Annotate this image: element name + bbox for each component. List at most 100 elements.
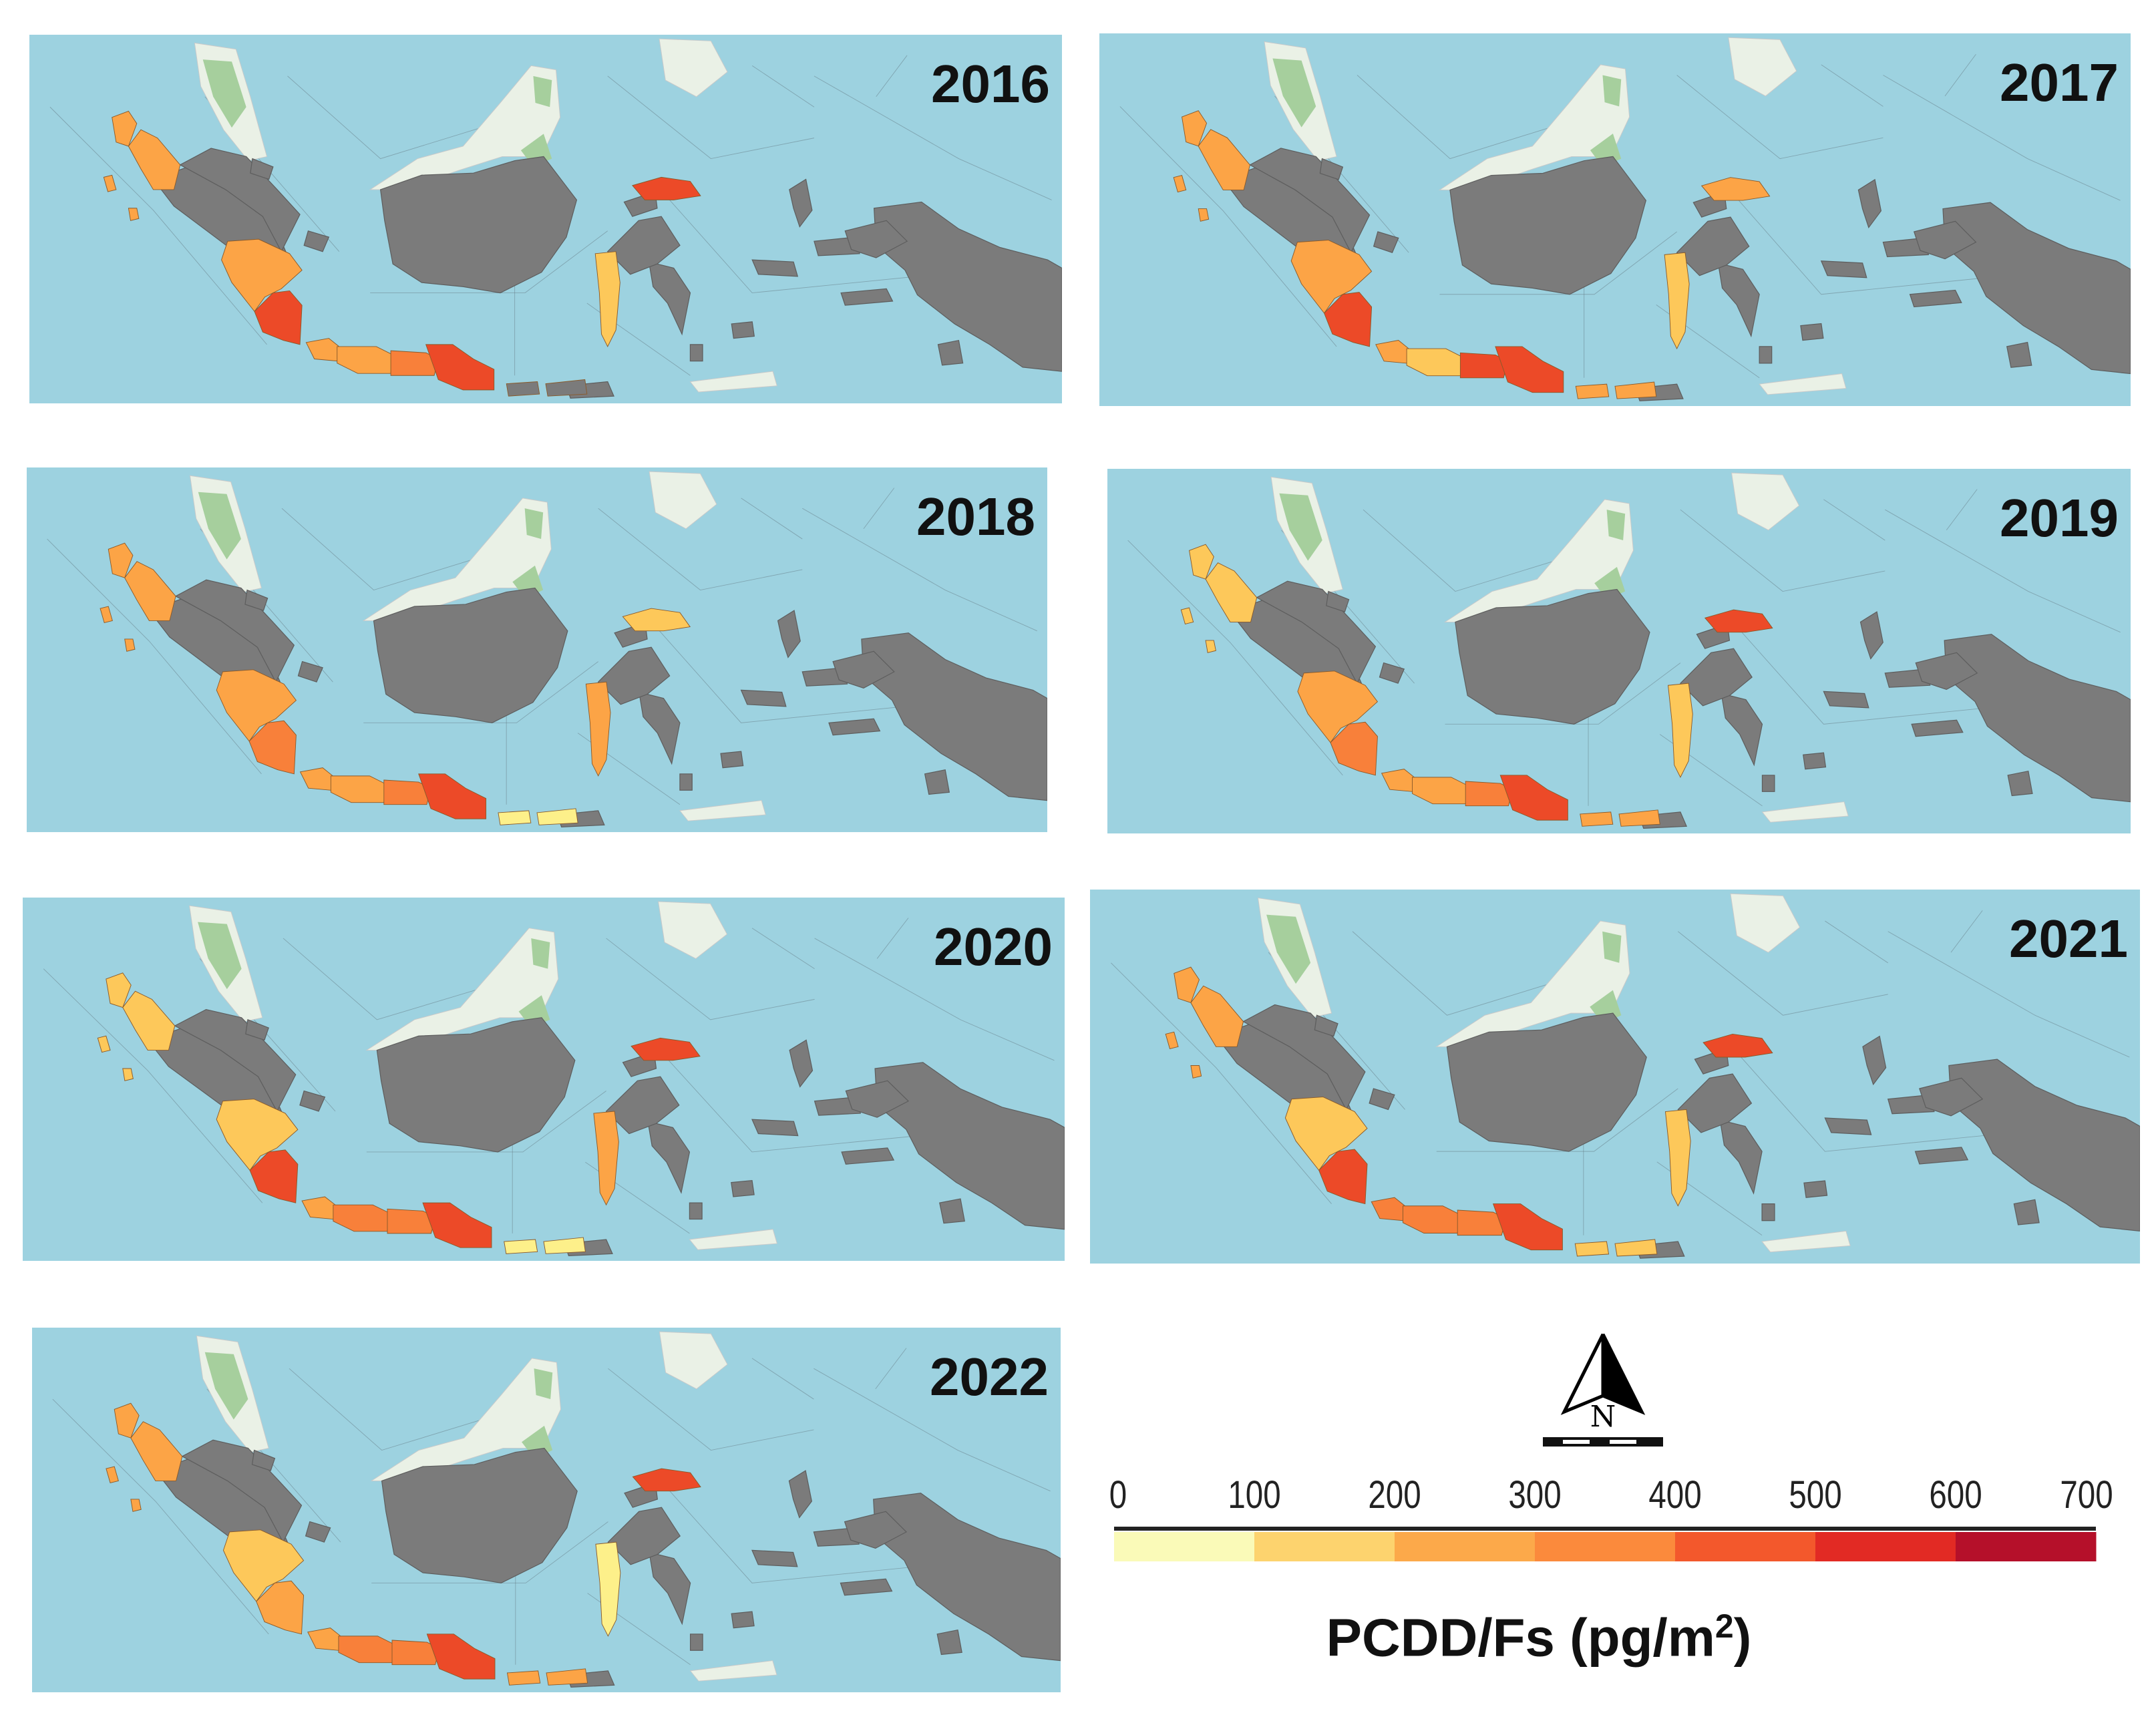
province-aceh xyxy=(106,972,132,1008)
kalimantan xyxy=(1455,588,1650,725)
sulawesi-central xyxy=(1676,216,1750,276)
timor-land xyxy=(1759,373,1847,395)
papua-bird xyxy=(845,1080,910,1118)
province-north-sumatra xyxy=(1205,562,1258,622)
timor-land xyxy=(1761,801,1849,823)
legend-title-sup: 2 xyxy=(1715,1607,1734,1645)
north-letter: N xyxy=(1590,1400,1616,1434)
maluku-2 xyxy=(801,667,848,687)
bangka xyxy=(1379,662,1405,684)
philippines-south xyxy=(1731,472,1800,531)
maluku-1 xyxy=(1824,1117,1872,1135)
forest-peninsula xyxy=(198,922,242,990)
maritime-boundary xyxy=(289,1368,516,1451)
province-aceh xyxy=(112,110,138,147)
sumatra-central xyxy=(1256,580,1377,685)
bangka xyxy=(305,1521,331,1543)
map-panel-2018: 2018 xyxy=(27,467,1047,832)
legend-color-bar xyxy=(1114,1527,2097,1561)
map-2019 xyxy=(1107,469,2131,833)
legend-tick-label: 0 xyxy=(1109,1473,1127,1517)
timor-land xyxy=(689,1660,777,1682)
bangka xyxy=(1373,231,1399,254)
halmahera xyxy=(777,610,801,658)
legend-tick-label: 100 xyxy=(1228,1473,1281,1517)
philippines-south xyxy=(658,901,728,959)
small-3 xyxy=(1761,775,1775,792)
kalimantan xyxy=(381,1447,578,1583)
year-label: 2018 xyxy=(916,487,1035,546)
province-west-sumatra-islands xyxy=(1173,175,1210,222)
maritime-boundary xyxy=(598,508,803,591)
seram xyxy=(1909,289,1962,308)
small-1 xyxy=(1803,752,1827,770)
province-lampung xyxy=(1324,292,1373,347)
legend-tick-label: 200 xyxy=(1368,1473,1421,1517)
maritime-boundary xyxy=(281,508,507,591)
legend-segment-6 xyxy=(1956,1532,2097,1561)
province-ntt xyxy=(543,1237,586,1254)
seram xyxy=(1911,719,1964,737)
forest-sabah-north xyxy=(531,938,550,969)
seram xyxy=(841,1147,895,1165)
small-3 xyxy=(679,773,693,791)
legend-tick-label: 700 xyxy=(2060,1473,2113,1517)
province-ntt xyxy=(536,808,578,825)
province-lampung xyxy=(249,1149,299,1203)
province-west-sumatra-islands xyxy=(1165,1031,1202,1079)
kalimantan xyxy=(379,156,578,294)
province-north-sumatra xyxy=(122,990,176,1051)
province-east-java xyxy=(422,1202,492,1248)
year-label: 2019 xyxy=(2000,488,2119,548)
papua-bird xyxy=(832,650,895,689)
sulawesi-central xyxy=(1677,1073,1753,1133)
papua-bird xyxy=(1915,652,1978,691)
maritime-boundary xyxy=(876,55,908,98)
small-3 xyxy=(689,344,703,362)
maluku-2 xyxy=(1887,1094,1935,1115)
papua-bird xyxy=(844,1511,908,1549)
sulawesi-south-east xyxy=(639,691,681,765)
sumatra-central xyxy=(1249,148,1371,254)
province-aceh xyxy=(1182,110,1208,147)
province-north-sulawesi xyxy=(1702,1033,1773,1058)
maritime-boundary xyxy=(741,498,803,540)
province-north-sumatra xyxy=(1198,129,1250,190)
forest-peninsula xyxy=(1272,58,1316,128)
timor-land xyxy=(1761,1230,1851,1253)
legend-segment-3 xyxy=(1535,1532,1676,1561)
bangka xyxy=(299,1090,326,1112)
halmahera xyxy=(788,1470,812,1519)
forest-sabah-north xyxy=(1602,75,1622,107)
province-lampung xyxy=(1330,721,1378,776)
maritime-boundary xyxy=(669,1491,958,1583)
seram xyxy=(828,718,881,736)
maritime-boundary xyxy=(1676,75,1883,160)
small-1 xyxy=(1803,1180,1828,1198)
province-ntb xyxy=(506,1670,541,1686)
maritime-boundary xyxy=(814,1368,1051,1492)
maritime-boundary xyxy=(1888,931,2130,1058)
forest-sabah-north xyxy=(533,75,552,108)
legend-segment-1 xyxy=(1254,1532,1395,1561)
province-lampung xyxy=(256,1580,305,1635)
map-2016 xyxy=(29,35,1062,403)
year-label: 2020 xyxy=(934,917,1053,976)
maritime-boundary xyxy=(1741,632,2028,725)
sabah-sarawak xyxy=(1438,64,1630,190)
province-ntt xyxy=(1618,809,1660,827)
timor-land xyxy=(679,800,766,821)
riau-islands xyxy=(1319,158,1344,180)
maritime-boundary xyxy=(1741,1057,2035,1152)
year-label: 2016 xyxy=(931,54,1050,114)
kalimantan xyxy=(1449,156,1646,295)
forest-sabah-north xyxy=(1602,931,1622,963)
maritime-boundary xyxy=(52,1398,269,1635)
maritime-boundary xyxy=(363,661,598,723)
sulawesi-south-east xyxy=(649,1551,691,1625)
province-north-sulawesi xyxy=(1700,177,1771,201)
halmahera xyxy=(1857,178,1882,229)
maluku-1 xyxy=(751,1549,798,1567)
halmahera xyxy=(1862,1035,1887,1086)
sabah-sarawak xyxy=(365,928,559,1051)
